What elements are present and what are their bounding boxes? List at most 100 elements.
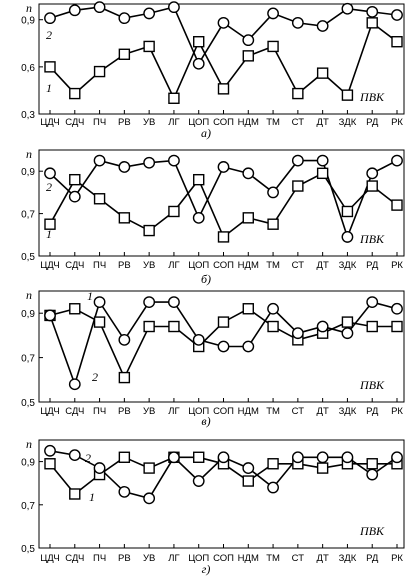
- series-2-point: [391, 451, 403, 464]
- series-1-point: [93, 193, 106, 205]
- series-1-point: [93, 316, 106, 328]
- series-2-point: [93, 462, 106, 474]
- x-tick-label: ПЧ: [93, 260, 106, 271]
- series-2-point: [316, 20, 329, 32]
- y-tick-label: 0,3: [21, 110, 35, 121]
- x-tick-label: ТМ: [266, 117, 280, 128]
- y-tick-label: 0,5: [21, 252, 35, 263]
- x-tick-label: НДМ: [238, 117, 259, 128]
- x-tick-label: РД: [366, 553, 379, 564]
- plot-frame: [38, 149, 405, 257]
- annotation-pvk: ПВК: [359, 90, 385, 104]
- x-tick-label: СДЧ: [65, 406, 84, 417]
- series-1-point: [143, 320, 155, 333]
- series-1-point: [292, 180, 304, 192]
- series-1-point: [69, 87, 81, 100]
- x-tick-label: ЛГ: [168, 260, 179, 271]
- series-1-point: [292, 87, 304, 100]
- series-2-point: [242, 462, 255, 474]
- series-1-point: [267, 40, 279, 53]
- x-tick-label: СТ: [292, 260, 305, 271]
- x-tick-label: НДМ: [238, 406, 259, 417]
- series-2-point: [291, 327, 304, 340]
- annotation-pvk: ПВК: [359, 232, 385, 246]
- series-2-point: [168, 296, 180, 308]
- series-1-point: [118, 371, 131, 384]
- x-tick-label: ДТ: [317, 406, 329, 417]
- x-tick-label: СОП: [213, 260, 234, 271]
- plot-frame: [38, 3, 405, 115]
- series-1-point: [316, 167, 329, 180]
- annotation-pvk: ПВК: [359, 524, 385, 538]
- series-2-point: [242, 34, 255, 47]
- x-tick-label: РК: [391, 553, 403, 564]
- series-2-point: [242, 340, 255, 353]
- series-2-point: [391, 154, 403, 167]
- panel-label: а): [201, 126, 211, 140]
- series-1-point: [143, 224, 155, 237]
- series-1-point: [69, 488, 81, 500]
- x-tick-label: СОП: [213, 117, 234, 128]
- x-tick-label: ЗДК: [339, 553, 357, 564]
- series-1-point: [143, 462, 155, 474]
- series-1-point: [366, 17, 378, 29]
- series-2-point: [68, 190, 81, 203]
- x-tick-label: РД: [366, 260, 379, 271]
- y-tick-label: 0,7: [21, 354, 35, 365]
- series-1-point: [366, 180, 378, 192]
- series-1-point: [217, 316, 230, 328]
- series-2-point: [366, 167, 379, 180]
- y-tick-label: 0,9: [21, 16, 35, 27]
- x-tick-label: РД: [366, 406, 379, 417]
- series-label-1: 1: [87, 289, 93, 303]
- x-tick-label: ЦДЧ: [40, 117, 59, 128]
- series-2-point: [341, 2, 354, 15]
- series-label-1: 1: [46, 227, 52, 241]
- x-tick-label: ЦДЧ: [40, 406, 59, 417]
- series-2-point: [341, 327, 354, 340]
- x-tick-label: ЦОП: [188, 553, 209, 564]
- series-1-point: [267, 458, 279, 470]
- chart-panel-2: 0,5 0,7 0,9 n ЦДЧ СДЧ ПЧ РВ УВ ЛГ ЦОП СОП НДМ ТМ СТ ДТ З…: [21, 147, 405, 286]
- series-2-point: [391, 9, 403, 21]
- x-tick-label: ТМ: [266, 406, 280, 417]
- series-2-point: [291, 16, 304, 29]
- series-2-point: [192, 333, 205, 346]
- series-label-2: 2: [46, 180, 52, 194]
- x-tick-label: РВ: [118, 553, 131, 564]
- series-1-point: [168, 320, 180, 333]
- series-2-point: [143, 156, 156, 169]
- x-tick-label: ЦДЧ: [40, 553, 59, 564]
- series-1-point: [217, 83, 230, 95]
- x-tick-label: ПЧ: [93, 406, 106, 417]
- series-1-point: [118, 212, 131, 224]
- series-2-point: [44, 444, 56, 457]
- series-2-point: [68, 378, 81, 391]
- series-1-point: [316, 67, 329, 79]
- x-tick-label: СОП: [213, 406, 234, 417]
- series-2-point: [44, 167, 56, 180]
- series-2-point: [267, 302, 279, 315]
- x-tick-label: ЦДЧ: [40, 260, 59, 271]
- series-1-point: [366, 320, 378, 333]
- x-tick-label: ЦОП: [188, 406, 209, 417]
- series-1-point: [242, 303, 254, 315]
- x-tick-label: ЗДК: [339, 406, 357, 417]
- series-1-point: [341, 316, 354, 328]
- series-2-point: [118, 485, 131, 498]
- plot-frame: [38, 290, 405, 403]
- series-2-point: [44, 12, 56, 25]
- series-2-point: [217, 340, 230, 353]
- series-2-point: [168, 154, 180, 167]
- series-2-point: [267, 7, 279, 20]
- series-2-point: [44, 309, 56, 322]
- series-label-2: 2: [46, 28, 52, 42]
- series-1-point: [44, 458, 56, 470]
- series-label-1: 1: [89, 490, 95, 504]
- series-2-point: [391, 302, 403, 315]
- series-2-point: [143, 296, 156, 308]
- x-tick-label: РК: [391, 117, 403, 128]
- series-2-point: [267, 481, 279, 494]
- series-2-point: [68, 4, 81, 17]
- series-2-point: [118, 161, 131, 173]
